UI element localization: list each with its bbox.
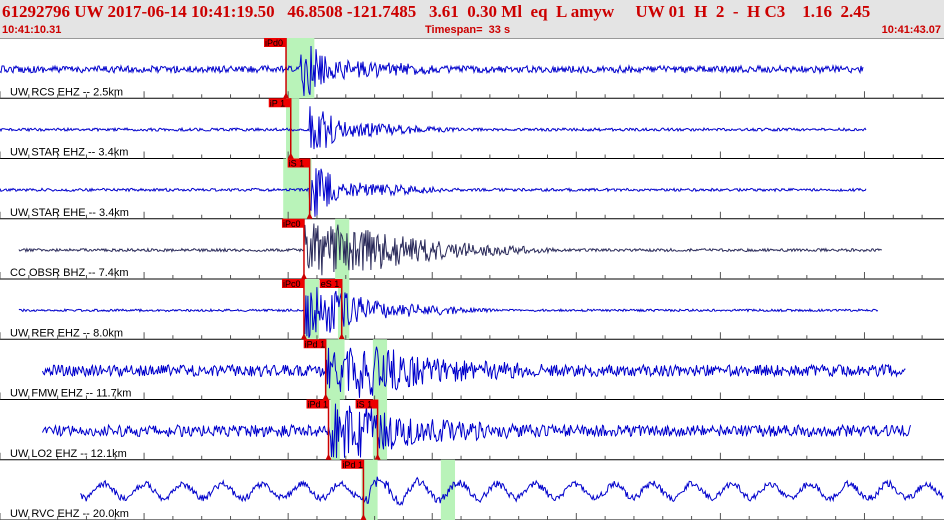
pick-label-box[interactable] bbox=[268, 98, 291, 108]
trace-row[interactable]: iPd0 UW RCS EHZ -- 2.5km bbox=[0, 38, 944, 99]
pick-label-box[interactable] bbox=[287, 158, 310, 168]
end-time: 10:41:43.07 bbox=[881, 24, 941, 36]
pick-label-box[interactable] bbox=[281, 279, 304, 288]
pick-arrow bbox=[300, 333, 307, 340]
trace-row[interactable]: iPd 1 UW RVC EHZ -- 20.0km bbox=[0, 459, 944, 520]
pick-arrow bbox=[360, 514, 367, 520]
trace-row[interactable]: iPc0 CC OBSR BHZ -- 7.4km bbox=[0, 218, 944, 280]
pick-arrow bbox=[338, 333, 345, 340]
pick-label: iS 1 bbox=[357, 400, 373, 410]
trace-row[interactable]: iPd 1 iS 1 UW LO2 EHZ -- 12.1km bbox=[0, 399, 944, 461]
waveform bbox=[0, 106, 867, 150]
trace-row[interactable]: iS 1 UW STAR EHE -- 3.4km bbox=[0, 158, 944, 220]
pick-label: eS 1 bbox=[321, 279, 340, 289]
pick-label-box[interactable] bbox=[264, 38, 287, 47]
station-label: CC OBSR BHZ -- 7.4km bbox=[10, 267, 129, 279]
pick-window bbox=[286, 38, 315, 99]
pick-label: iPd 1 bbox=[305, 339, 326, 349]
seismogram-panel[interactable]: iPd0 UW RCS EHZ -- 2.5km iP 1 UW STAR EHZ -… bbox=[0, 38, 944, 520]
pick-arrow bbox=[374, 453, 381, 460]
start-time: 10:41:10.31 bbox=[2, 24, 62, 36]
pick-arrow bbox=[283, 92, 290, 99]
pick-label: iP 1 bbox=[270, 98, 285, 108]
pick-arrow bbox=[322, 393, 329, 400]
waveform bbox=[42, 346, 906, 398]
pick-arrow bbox=[306, 212, 313, 219]
station-label: UW RCS EHZ -- 2.5km bbox=[10, 86, 123, 98]
station-label: UW RER EHZ -- 8.0km bbox=[10, 327, 123, 339]
pick-arrow bbox=[287, 152, 294, 159]
pick-label: iPd0 bbox=[265, 38, 283, 48]
waveform bbox=[80, 476, 944, 506]
pick-label-box[interactable] bbox=[355, 399, 378, 409]
pick-label-box[interactable] bbox=[341, 459, 364, 469]
pick-label: iPc0 bbox=[283, 279, 301, 289]
pick-label-box[interactable] bbox=[319, 279, 342, 288]
pick-label-box[interactable] bbox=[306, 399, 329, 409]
pick-label-box[interactable] bbox=[281, 218, 304, 228]
station-label: UW STAR EHE -- 3.4km bbox=[10, 207, 129, 219]
station-label: UW STAR EHZ -- 3.4km bbox=[10, 147, 128, 159]
trace-row[interactable]: iPc0 eS 1 UW RER EHZ -- 8.0km bbox=[0, 279, 944, 340]
waveform bbox=[42, 403, 911, 458]
pick-arrow bbox=[300, 273, 307, 279]
waveform bbox=[18, 287, 879, 338]
station-label: UW RVC EHZ -- 20.0km bbox=[10, 508, 129, 520]
event-header: 61292796 UW 2017-06-14 10:41:19.50 46.85… bbox=[0, 0, 944, 39]
pick-label-box[interactable] bbox=[303, 339, 326, 349]
station-label: UW LO2 EHZ -- 12.1km bbox=[10, 448, 127, 460]
pick-window bbox=[337, 279, 350, 340]
pick-label: iPd 1 bbox=[342, 460, 363, 470]
pick-window bbox=[361, 459, 378, 520]
timespan-label: Timespan= 33 s bbox=[425, 24, 511, 36]
waveform bbox=[0, 45, 864, 96]
waveform bbox=[18, 223, 882, 276]
trace-row[interactable]: iP 1 UW STAR EHZ -- 3.4km bbox=[0, 98, 944, 159]
waveform bbox=[0, 168, 867, 217]
trace-row[interactable]: iPd 1 UW FMW EHZ -- 11.7km bbox=[0, 339, 944, 400]
event-summary-title: 61292796 UW 2017-06-14 10:41:19.50 46.85… bbox=[2, 2, 871, 21]
pick-window bbox=[372, 339, 388, 400]
pick-arrow bbox=[325, 453, 332, 460]
pick-label: iS 1 bbox=[289, 159, 305, 169]
pick-label: iPd 1 bbox=[308, 400, 329, 410]
station-label: UW FMW EHZ -- 11.7km bbox=[10, 388, 131, 400]
pick-label: iPc0 bbox=[283, 219, 301, 229]
pick-window bbox=[286, 98, 300, 159]
